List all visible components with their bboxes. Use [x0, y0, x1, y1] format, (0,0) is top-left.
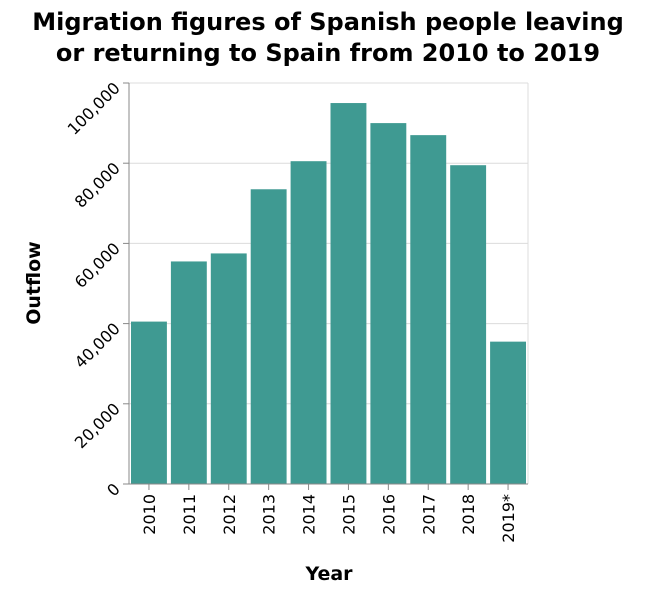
x-tick-label: 2018: [459, 494, 478, 535]
x-tick-label: 2015: [339, 494, 358, 535]
y-tick-label: 80,000: [71, 159, 124, 212]
bar-2019: [490, 341, 526, 484]
y-axis-ticks: 0 20,000 40,000 60,000 80,000 100,000: [64, 78, 129, 500]
x-axis-title: Year: [304, 563, 353, 585]
bar-2017: [410, 135, 447, 484]
y-tick-label: 60,000: [71, 239, 124, 292]
bars: [131, 103, 526, 485]
bar-2014: [290, 161, 327, 484]
x-tick-label: 2010: [140, 494, 159, 535]
y-tick-label: 20,000: [71, 399, 124, 452]
y-tick-label: 100,000: [64, 78, 124, 138]
x-tick-label: 2013: [260, 494, 279, 535]
bar-2013: [250, 189, 287, 484]
axes: [128, 83, 528, 485]
y-axis-title: Outflow: [23, 241, 45, 324]
bar-2018: [450, 165, 487, 484]
x-tick-label: 2016: [379, 494, 398, 535]
x-axis-ticks: 2010 2011 2012 2013 2014 2015 2016 2017 2018 2019…: [140, 484, 518, 543]
x-tick-label: 2017: [419, 494, 438, 535]
x-tick-label: 2014: [300, 494, 319, 535]
y-tick-label: 0: [103, 479, 124, 500]
x-tick-label: 2019*: [499, 494, 518, 543]
chart-title: Migration figures of Spanish people leav…: [32, 8, 624, 67]
bar-2015: [330, 103, 367, 485]
bar-2011: [170, 261, 207, 484]
chart-title-line-1: Migration figures of Spanish people leav…: [32, 8, 624, 36]
x-tick-label: 2012: [220, 494, 239, 535]
x-tick-label: 2011: [180, 494, 199, 535]
y-tick-label: 40,000: [71, 319, 124, 372]
chart-title-line-2: or returning to Spain from 2010 to 2019: [56, 39, 600, 67]
bar-2012: [210, 253, 247, 484]
bar-2010: [131, 321, 167, 484]
bar-2016: [370, 123, 407, 484]
